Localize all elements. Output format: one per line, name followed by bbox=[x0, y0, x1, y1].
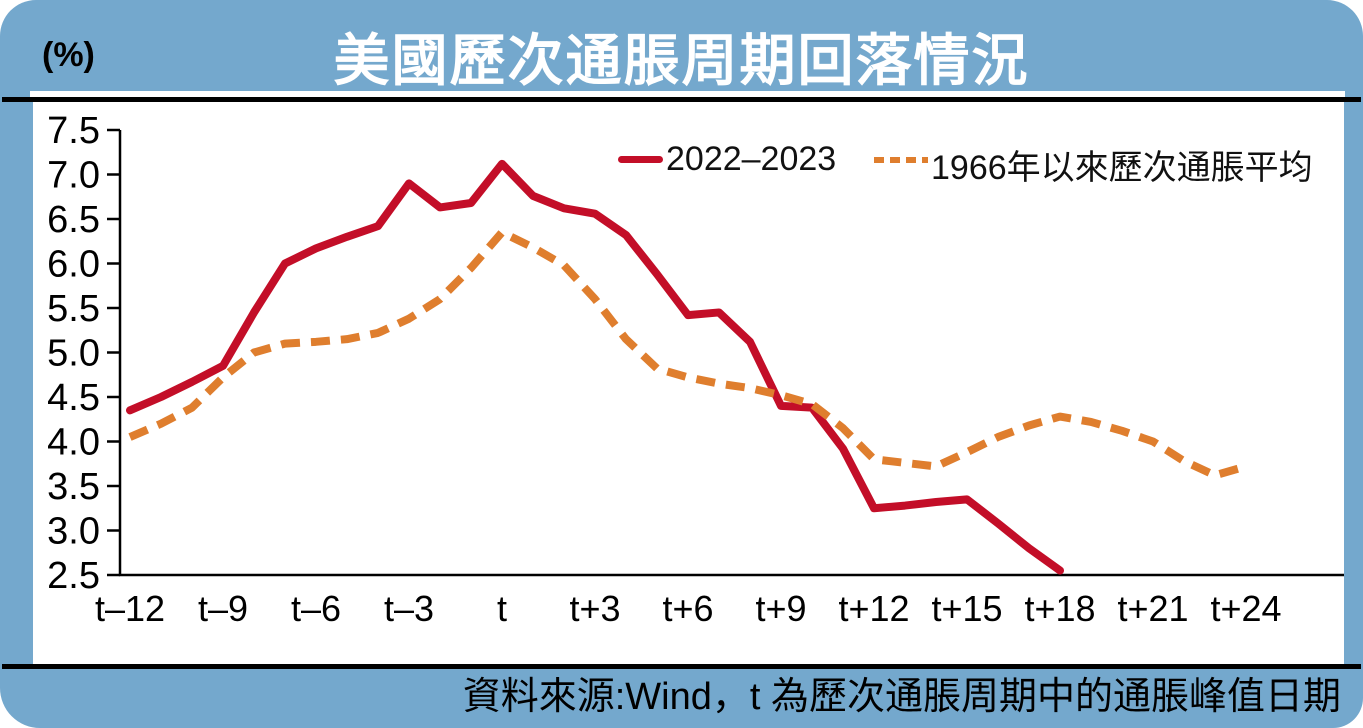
y-tick-label: 6.0 bbox=[47, 244, 100, 286]
x-tick-label: t+12 bbox=[838, 588, 909, 629]
inflation-line-chart: 7.57.06.56.05.55.04.54.03.53.02.5t–12 t–9… bbox=[47, 110, 1344, 629]
y-axis-unit-label: (%) bbox=[42, 36, 95, 74]
y-tick-label: 2.5 bbox=[47, 555, 100, 597]
series-line-1966-average bbox=[128, 228, 1248, 480]
plot-area: 7.5 7.0 6.5 6.0 5.5 5.0 4.5 4.0 3.5 3.0 2.5 t–12 t–9… bbox=[33, 102, 1344, 664]
top-rule bbox=[2, 97, 1361, 102]
y-tick-label: 6.5 bbox=[47, 199, 100, 241]
header-divider-gap bbox=[30, 91, 1345, 97]
y-tick-label: 3.0 bbox=[47, 511, 100, 553]
x-tick-label: t+21 bbox=[1117, 588, 1188, 629]
y-tick-label: 5.0 bbox=[47, 333, 100, 375]
source-note: 資料來源:Wind，t 為歷次通脹周期中的通脹峰值日期 bbox=[462, 676, 1341, 718]
x-tick-label: t+3 bbox=[569, 588, 620, 629]
x-tick-label: t+15 bbox=[931, 588, 1002, 629]
page-title: 美國歷次通脹周期回落情況 bbox=[333, 29, 1030, 92]
axes bbox=[118, 130, 1344, 577]
y-tick-label: 4.0 bbox=[47, 422, 100, 464]
x-tick-label: t+24 bbox=[1210, 588, 1281, 629]
y-tick-label: 3.5 bbox=[47, 466, 100, 508]
y-tick-label: 7.0 bbox=[47, 155, 100, 197]
x-tick-label: t+18 bbox=[1024, 588, 1095, 629]
x-tick-label: t–3 bbox=[384, 588, 434, 629]
x-tick-label: t–6 bbox=[291, 588, 341, 629]
series-line-2022-2023 bbox=[126, 159, 1064, 575]
x-tick-label: t+9 bbox=[755, 588, 806, 629]
y-tick-label: 7.5 bbox=[47, 110, 100, 152]
x-tick-label: t–9 bbox=[198, 588, 248, 629]
bottom-rule bbox=[2, 664, 1361, 669]
y-tick-label: 4.5 bbox=[47, 377, 100, 419]
x-tick-label: t bbox=[497, 588, 507, 629]
x-tick-label: t+6 bbox=[662, 588, 713, 629]
x-tick-label: t–12 bbox=[95, 588, 165, 629]
y-tick-label: 5.5 bbox=[47, 288, 100, 330]
